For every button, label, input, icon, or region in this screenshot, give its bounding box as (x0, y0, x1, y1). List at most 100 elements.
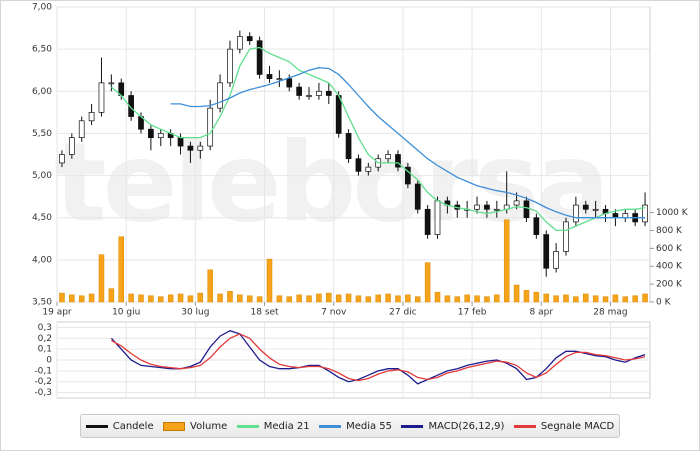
y-tick-label: 5,00 (32, 171, 52, 181)
legend: Candele Volume Media 21 Media 55 MACD(26,12,… (80, 414, 620, 438)
candle-body (59, 154, 65, 164)
candle-body (335, 95, 342, 134)
volume-bar (88, 293, 95, 303)
volume-bar (227, 291, 233, 303)
volume-bar (98, 254, 105, 303)
volume-bar (632, 295, 638, 303)
volume-bar (128, 293, 134, 303)
volume-bar (523, 290, 530, 303)
y2-tick-label: 0 K (656, 298, 672, 308)
candle-body (148, 128, 154, 138)
legend-item[interactable]: Media 21 (236, 420, 310, 432)
volume-bar (375, 294, 381, 303)
volume-bar (553, 295, 559, 303)
candle-body (187, 145, 194, 151)
candle-body (405, 166, 411, 185)
volume-bar (69, 294, 75, 303)
candle-body (553, 251, 559, 269)
y-tick-label: 0,3 (38, 323, 52, 333)
volume-bar (513, 284, 520, 303)
volume-bar (573, 296, 579, 303)
legend-label: Volume (190, 420, 228, 432)
volume-bar (405, 294, 411, 303)
volume-bar (167, 294, 174, 303)
candle-body (98, 82, 105, 113)
volume-bar (237, 294, 243, 303)
volume-bar (108, 288, 115, 303)
candle-body (296, 86, 302, 96)
candle-body (207, 107, 214, 147)
y-tick-label: 7,00 (32, 3, 52, 13)
candle-body (563, 221, 569, 252)
volume-bar (345, 293, 352, 303)
candle-body (246, 36, 253, 42)
legend-swatch (236, 424, 259, 428)
volume-bar (494, 294, 500, 303)
candle-body (256, 40, 263, 75)
candle-body (573, 204, 579, 223)
volume-bar (612, 294, 619, 303)
volume-bar (217, 293, 223, 303)
candle-body (582, 204, 589, 210)
legend-label: Media 55 (346, 420, 392, 432)
price-panel (56, 6, 651, 303)
candle-body (276, 78, 283, 80)
watermark: teleborsa (54, 118, 606, 246)
y-tick-label: 3,50 (32, 298, 52, 308)
volume-bar (464, 294, 470, 303)
line-series (110, 46, 646, 232)
volume-bar (355, 295, 362, 303)
volume-bar (148, 295, 154, 303)
volume-bar (78, 295, 85, 303)
volume-bar (59, 292, 65, 303)
candle-body (434, 200, 441, 235)
candle-body (355, 158, 362, 172)
legend-item[interactable]: Volume (163, 421, 227, 432)
y-tick-label: -0,2 (34, 377, 52, 387)
volume-bar (543, 293, 549, 303)
legend-label: Media 21 (263, 420, 310, 432)
volume-bar (187, 295, 194, 303)
candle-body (385, 154, 391, 160)
volume-bar (533, 291, 540, 303)
volume-bar (424, 262, 431, 303)
candle-body (157, 133, 164, 138)
volume-bar (395, 295, 401, 303)
volume-bar (296, 294, 302, 303)
volume-bar (365, 296, 372, 303)
volume-bar (592, 295, 599, 303)
volume-bar (503, 219, 510, 303)
x-tick-label: 27 dic (389, 308, 417, 318)
x-tick-label: 28 mag (593, 308, 627, 318)
candle-body (286, 78, 293, 88)
x-tick-label: 17 feb (458, 308, 487, 318)
volume-bar (454, 296, 461, 303)
volume-bar (474, 295, 480, 303)
candle-body (365, 166, 372, 172)
legend-item[interactable]: Candele (85, 421, 154, 432)
y2-tick-label: 800 K (656, 226, 683, 236)
y-tick-label: -0,3 (34, 388, 52, 398)
candle-body (543, 234, 550, 269)
volume-bar (276, 295, 283, 303)
y2-tick-label: 200 K (656, 280, 683, 290)
candle-body (78, 120, 85, 138)
candle-body (395, 154, 401, 168)
x-tick-label: 10 giu (112, 308, 140, 318)
legend-item[interactable]: MACD(26,12,9) (401, 421, 504, 432)
volume-bar (286, 296, 293, 303)
volume-bar (246, 295, 253, 303)
candle-body (345, 133, 352, 160)
legend-item[interactable]: Segnale MACD (513, 421, 614, 432)
x-tick-label: 30 lug (181, 308, 209, 318)
candle-body (484, 204, 490, 210)
y-tick-label: 0,2 (38, 334, 52, 344)
candle-body (513, 200, 520, 206)
candle-body (217, 82, 223, 109)
legend-item[interactable]: Media 55 (319, 421, 392, 432)
candle-body (414, 183, 421, 210)
candle-body (325, 90, 332, 96)
candle-body (424, 208, 431, 235)
y-tick-label: 0,1 (38, 345, 52, 355)
